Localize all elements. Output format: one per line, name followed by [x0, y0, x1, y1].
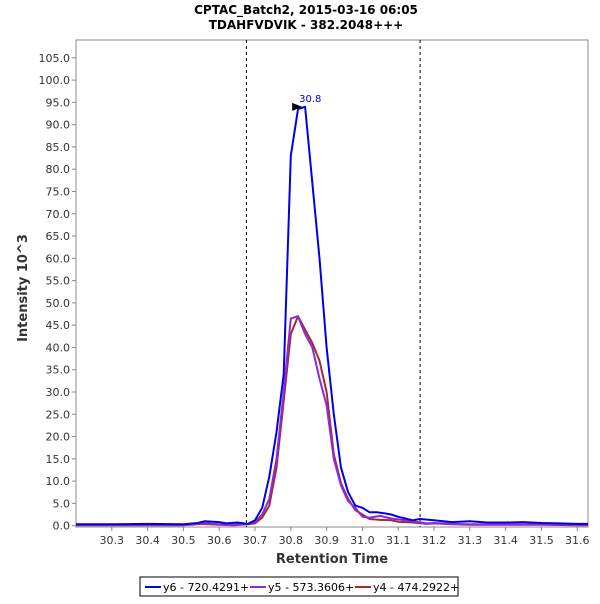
legend-label-y5: y5 - 573.3606+ [268, 581, 354, 594]
plot-area [75, 39, 589, 528]
y-tick-label: 105.0 [39, 52, 71, 65]
series-line-y5 [76, 315, 588, 526]
x-tick-label: 31.3 [458, 534, 483, 547]
x-axis: 30.3 30.4 30.5 30.6 30.7 30.8 30.9 31.0 31.1 31.2… [100, 527, 590, 547]
y-axis-title: Intensity 10^3 [16, 234, 31, 342]
y-tick-label: 80.0 [46, 163, 71, 176]
chart-subtitle: TDAHFVDVIK - 382.2048+++ [209, 18, 403, 32]
y-tick-label: 65.0 [46, 230, 71, 243]
y-tick-label: 25.0 [46, 408, 71, 421]
peak-label: 30.8 [299, 94, 321, 105]
y-tick-label: 15.0 [46, 453, 71, 466]
x-tick-label: 30.7 [243, 534, 268, 547]
legend-label-y6: y6 - 720.4291+ [163, 581, 249, 594]
x-tick-label: 31.4 [493, 534, 518, 547]
x-tick-label: 31.1 [386, 534, 411, 547]
y-tick-label: 70.0 [46, 208, 71, 221]
y-axis: 0.0 5.0 10.0 15.0 20.0 25.0 30.0 35.0 40.0 45.0 50… [39, 52, 76, 533]
x-tick-label: 30.4 [135, 534, 160, 547]
x-tick-label: 31.0 [350, 534, 375, 547]
y-tick-label: 85.0 [46, 141, 71, 154]
y-tick-label: 75.0 [46, 185, 71, 198]
y-tick-label: 95.0 [46, 96, 71, 109]
x-tick-label: 30.9 [314, 534, 339, 547]
y-tick-label: 40.0 [46, 341, 71, 354]
peak-marker [292, 102, 303, 111]
legend-label-y4: y4 - 474.2922+ [373, 581, 459, 594]
x-tick-label: 30.5 [171, 534, 196, 547]
x-tick-label: 30.8 [279, 534, 304, 547]
y-tick-label: 30.0 [46, 386, 71, 399]
y-tick-label: 35.0 [46, 364, 71, 377]
legend-box [139, 576, 459, 597]
x-tick-label: 30.6 [207, 534, 232, 547]
series-line-y6 [76, 105, 588, 526]
y-tick-label: 10.0 [46, 475, 71, 488]
y-tick-label: 60.0 [46, 252, 71, 265]
y-tick-label: 5.0 [53, 497, 71, 510]
x-tick-label: 30.3 [100, 534, 125, 547]
series-layer [76, 105, 588, 527]
y-tick-label: 0.0 [53, 520, 71, 533]
y-tick-label: 20.0 [46, 431, 71, 444]
y-tick-label: 100.0 [39, 74, 71, 87]
legend: y6 - 720.4291+ y5 - 573.3606+ y4 - 474.2… [139, 576, 459, 597]
x-tick-label: 31.2 [422, 534, 447, 547]
chart-title: CPTAC_Batch2, 2015-03-16 06:05 [194, 3, 418, 18]
y-tick-label: 90.0 [46, 119, 71, 132]
y-tick-label: 45.0 [46, 319, 71, 332]
y-tick-label: 50.0 [46, 297, 71, 310]
y-tick-label: 55.0 [46, 275, 71, 288]
x-tick-label: 31.5 [529, 534, 554, 547]
x-axis-title: Retention Time [276, 552, 388, 567]
x-tick-label: 31.6 [565, 534, 590, 547]
